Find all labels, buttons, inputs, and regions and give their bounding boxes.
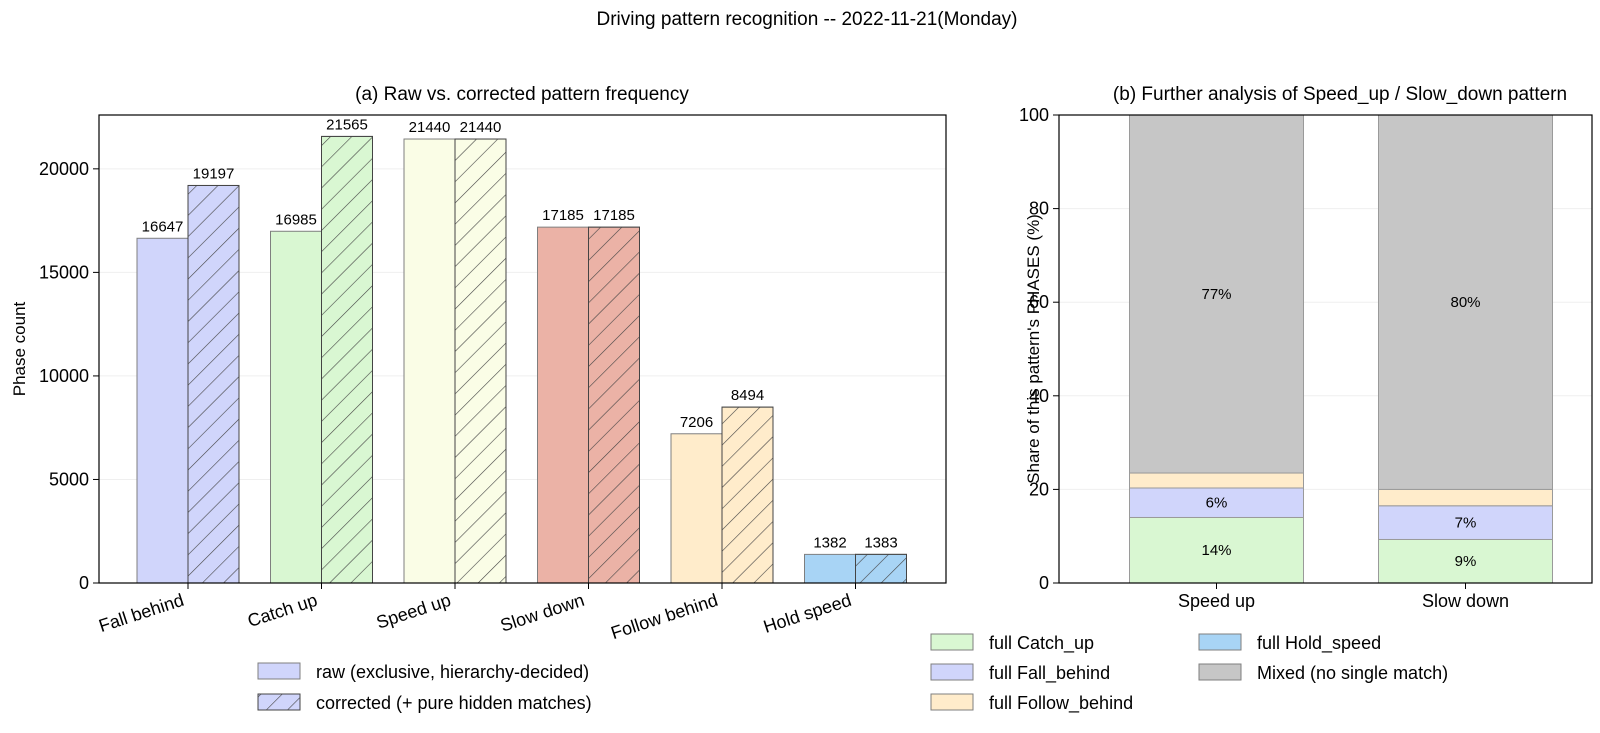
bar-hold-speed-corrected-hatch — [855, 553, 907, 584]
panel-a-ytick-label: 5000 — [49, 469, 89, 489]
bar-fall-behind-corrected-hatch — [187, 184, 240, 584]
panel-b-legend: full Catch_up full Fall_behind full Foll… — [930, 633, 1448, 714]
stack-speed-up-full-follow-behind — [1129, 472, 1304, 489]
panel-a-title: (a) Raw vs. corrected pattern frequency — [355, 84, 689, 105]
stack-label-slow-down-full-fall-behind: 7% — [1455, 515, 1477, 532]
data-label-fall-behind-corrected: 19197 — [193, 165, 235, 182]
suptitle: Driving pattern recognition -- 2022-11-2… — [596, 9, 1017, 30]
panel-b-frame — [1058, 114, 1593, 584]
legend-swatch-follow-behind — [930, 693, 974, 711]
data-label-slow-down-corrected: 17185 — [593, 207, 635, 224]
panel-a-chart: 16647 19197 16985 21565 21440 21440 17185 17185… — [10, 84, 947, 643]
data-label-speed-up-corrected: 21440 — [460, 119, 502, 136]
data-label-hold-speed-corrected: 1383 — [864, 534, 897, 551]
stack-slow-down-full-fall-behind — [1378, 505, 1553, 540]
panel-b-chart: 14% 6% 77% 9% 7% 80% 0 20 40 60 80 100 Speed up Slo… — [1019, 84, 1593, 611]
panel-b-ytick-label: 100 — [1019, 105, 1049, 125]
stack-slow-down-full-follow-behind — [1378, 488, 1553, 507]
data-label-follow-behind-corrected: 8494 — [731, 387, 764, 404]
xtick-label-catch-up: Catch up — [245, 590, 320, 631]
data-label-catch-up-corrected: 21565 — [326, 116, 368, 133]
legend-label-corrected: corrected (+ pure hidden matches) — [316, 693, 592, 713]
panel-a-ytick-label: 20000 — [39, 159, 89, 179]
stack-label-slow-down-mixed-no-single-match: 80% — [1450, 294, 1480, 311]
stack-speed-up-mixed-no-single-match — [1129, 114, 1304, 474]
legend-label-mixed: Mixed (no single match) — [1257, 663, 1448, 683]
xtick-label-speed-up: Speed up — [1178, 591, 1255, 611]
panel-a-ytick-label: 15000 — [39, 262, 89, 282]
stack-label-speed-up-mixed-no-single-match: 77% — [1201, 286, 1231, 303]
panel-b-ylabel: Share of this pattern's PHASES (%) — [1024, 214, 1043, 484]
xtick-label-follow-behind: Follow behind — [608, 590, 720, 643]
panel-a-ytick-label: 0 — [79, 573, 89, 593]
panel-b-ytick-label: 40 — [1029, 386, 1049, 406]
data-label-fall-behind-raw: 16647 — [142, 218, 184, 235]
bar-speed-up-corrected-hatch — [454, 138, 507, 584]
data-label-follow-behind-raw: 7206 — [680, 414, 713, 431]
legend-label-hold-speed: full Hold_speed — [1257, 633, 1381, 654]
legend-swatch-fall-behind — [930, 663, 974, 681]
stack-label-speed-up-full-catch-up: 14% — [1201, 542, 1231, 559]
panel-b-ytick-label: 0 — [1039, 573, 1049, 593]
panel-b-ytick-label: 80 — [1029, 199, 1049, 219]
panel-b-ytick-label: 20 — [1029, 479, 1049, 499]
legend-swatch-hold-speed — [1198, 633, 1242, 651]
panel-a-ylabel: Phase count — [10, 301, 29, 396]
stack-slow-down-full-catch-up — [1378, 538, 1553, 584]
data-label-speed-up-raw: 21440 — [409, 119, 451, 136]
legend-label-catch-up: full Catch_up — [989, 633, 1094, 654]
panel-b-title: (b) Further analysis of Speed_up / Slow_… — [1113, 84, 1567, 105]
bar-slow-down-corrected-hatch — [588, 226, 640, 584]
bar-catch-up-raw — [270, 230, 322, 584]
bar-fall-behind-raw — [136, 237, 189, 584]
legend-label-raw: raw (exclusive, hierarchy-decided) — [316, 662, 589, 682]
bar-catch-up-corrected-hatch — [321, 135, 373, 584]
stack-slow-down-mixed-no-single-match — [1378, 114, 1553, 490]
legend-label-follow-behind: full Follow_behind — [989, 693, 1133, 714]
data-label-hold-speed-raw: 1382 — [813, 534, 846, 551]
panel-b-ytick-label: 60 — [1029, 292, 1049, 312]
panel-a-frame — [98, 114, 947, 584]
panel-a-legend: raw (exclusive, hierarchy-decided) corre… — [257, 662, 592, 713]
legend-swatch-raw — [257, 662, 301, 680]
legend-label-fall-behind: full Fall_behind — [989, 663, 1110, 684]
stack-speed-up-full-catch-up — [1129, 516, 1304, 584]
xtick-label-hold-speed: Hold speed — [761, 590, 854, 637]
stack-label-speed-up-full-fall-behind: 6% — [1206, 495, 1228, 512]
stack-label-slow-down-full-catch-up: 9% — [1455, 553, 1477, 570]
xtick-label-slow-down: Slow down — [498, 590, 587, 636]
bar-slow-down-raw — [537, 226, 589, 584]
bar-follow-behind-raw — [670, 433, 723, 584]
legend-swatch-corrected-hatch — [257, 693, 301, 711]
data-label-catch-up-raw: 16985 — [275, 211, 317, 228]
legend-swatch-mixed — [1198, 663, 1242, 681]
bar-speed-up-raw — [403, 138, 456, 584]
panel-a-ytick-label: 10000 — [39, 366, 89, 386]
bar-follow-behind-corrected-hatch — [721, 406, 774, 584]
xtick-label-speed-up: Speed up — [374, 590, 453, 633]
bar-hold-speed-raw — [804, 553, 856, 584]
xtick-label-slow-down: Slow down — [1422, 591, 1509, 611]
data-label-slow-down-raw: 17185 — [542, 207, 584, 224]
legend-swatch-catch-up — [930, 633, 974, 651]
xtick-label-fall-behind: Fall behind — [96, 590, 186, 636]
